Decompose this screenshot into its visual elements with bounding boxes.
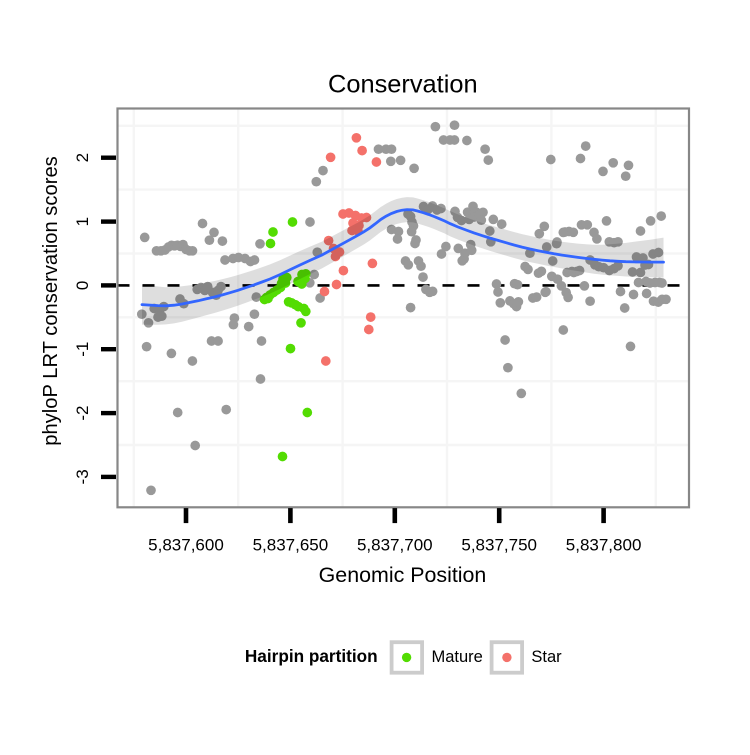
svg-text:1: 1	[73, 217, 92, 226]
svg-text:-1: -1	[73, 342, 92, 357]
svg-text:phyloP LRT conservation scores: phyloP LRT conservation scores	[40, 156, 62, 446]
svg-text:2: 2	[73, 153, 92, 162]
svg-text:5,837,750: 5,837,750	[461, 536, 537, 555]
svg-text:5,837,600: 5,837,600	[148, 536, 224, 555]
svg-text:0: 0	[73, 281, 92, 290]
svg-text:Conservation: Conservation	[328, 71, 478, 99]
svg-text:Star: Star	[531, 648, 562, 666]
svg-text:-2: -2	[73, 406, 92, 421]
svg-text:-3: -3	[73, 469, 92, 484]
svg-text:5,837,700: 5,837,700	[357, 536, 433, 555]
svg-text:5,837,650: 5,837,650	[253, 536, 329, 555]
svg-text:Genomic Position: Genomic Position	[319, 563, 487, 587]
svg-text:5,837,800: 5,837,800	[566, 536, 642, 555]
svg-text:Hairpin partition: Hairpin partition	[245, 646, 378, 666]
svg-text:Mature: Mature	[432, 648, 483, 666]
